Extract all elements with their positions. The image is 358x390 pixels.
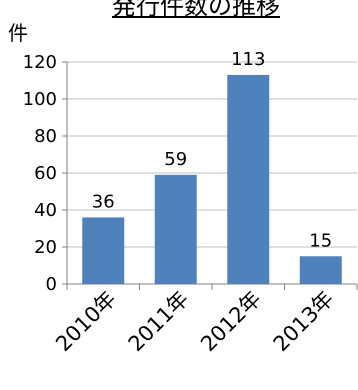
bar — [299, 256, 342, 284]
bars — [82, 74, 342, 284]
y-tick-label: 40 — [34, 200, 57, 221]
y-tick-label: 120 — [23, 52, 57, 73]
gridlines — [67, 61, 357, 248]
bar — [154, 174, 197, 284]
data-label: 36 — [92, 191, 115, 212]
data-label: 59 — [164, 149, 187, 170]
chart-title: 発行件数の推移 — [112, 0, 280, 20]
y-tick-label: 100 — [23, 89, 57, 110]
y-tick-labels: 0 20 40 60 80 100 120 — [23, 52, 57, 295]
y-tick-label: 0 — [46, 274, 57, 295]
data-label: 15 — [309, 230, 332, 251]
x-tick-label: 2011年 — [124, 287, 194, 357]
data-labels: 36 59 113 15 — [92, 49, 332, 251]
bar — [227, 74, 270, 284]
x-tick-label: 2010年 — [51, 287, 121, 357]
bar — [82, 217, 125, 284]
y-tick-label: 80 — [34, 126, 57, 147]
x-tick-label: 2013年 — [269, 287, 339, 357]
x-tick-label: 2012年 — [196, 287, 266, 357]
data-label: 113 — [231, 49, 265, 70]
y-tick-label: 20 — [34, 237, 57, 258]
y-axis-unit-label: 件 — [8, 21, 28, 45]
x-tick-labels: 2010年 2011年 2012年 2013年 — [51, 287, 338, 357]
y-tick-label: 60 — [34, 163, 57, 184]
